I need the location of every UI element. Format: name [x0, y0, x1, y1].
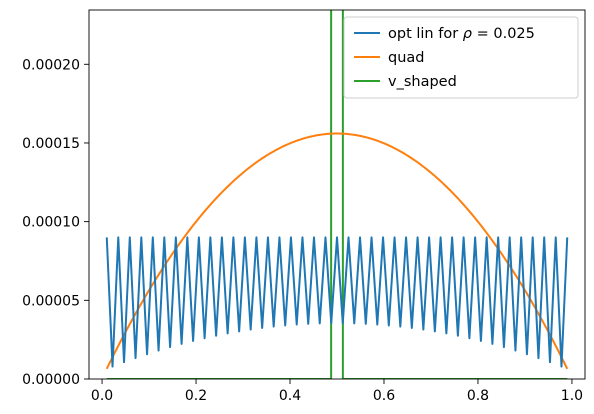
- x-tick-label: 1.0: [561, 388, 583, 404]
- y-tick-label: 0.00000: [22, 372, 80, 388]
- legend-label-opt-lin: opt lin for ρ = 0.025: [388, 26, 535, 42]
- legend-label-v-shaped: v_shaped: [388, 74, 457, 90]
- series-layer: [105, 10, 569, 379]
- legend-label-opt-lin-suffix: = 0.025: [472, 26, 535, 42]
- legend-label-opt-lin-symbol: ρ: [463, 26, 473, 42]
- y-tick-label: 0.00020: [22, 57, 80, 73]
- y-tick-label: 0.00010: [22, 215, 80, 231]
- legend: opt lin for ρ = 0.025 quad v_shaped: [343, 16, 579, 99]
- x-tick-label: 0.6: [373, 388, 395, 404]
- x-tick-label: 0.4: [279, 388, 301, 404]
- plot-frame: [88, 9, 586, 380]
- legend-label-opt-lin-prefix: opt lin for: [388, 26, 463, 42]
- y-tick-label: 0.00005: [22, 293, 80, 309]
- x-tick-label: 0.0: [91, 388, 113, 404]
- legend-box: [343, 16, 579, 99]
- y-tick-label: 0.00015: [22, 136, 80, 152]
- x-tick-label: 0.8: [467, 388, 489, 404]
- series-line-quad: [105, 132, 569, 370]
- series-line-opt-lin-for-0-025: [105, 236, 569, 368]
- axis-layer: 0.0 0.2 0.4 0.6 0.8 1.0 0.00000 0.00005 0.00010 0…: [22, 57, 583, 404]
- x-tick-label: 0.2: [185, 388, 207, 404]
- legend-label-quad: quad: [388, 50, 424, 66]
